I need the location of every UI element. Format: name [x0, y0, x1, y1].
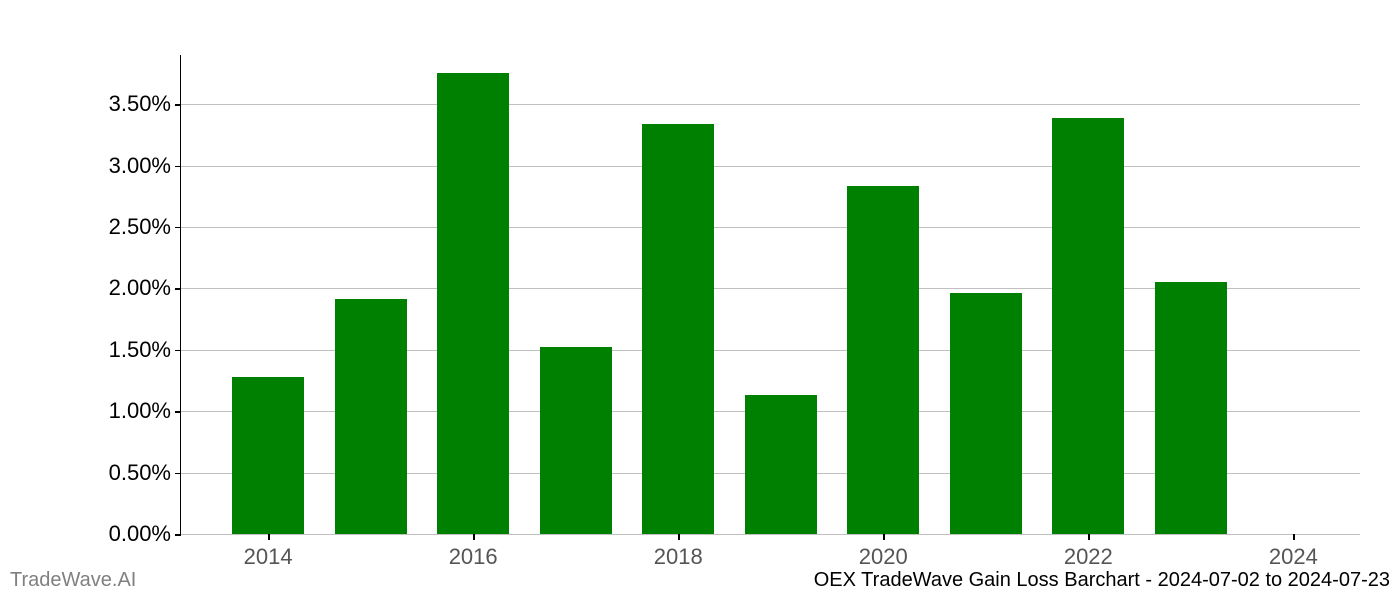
bar — [335, 299, 407, 534]
bar — [232, 377, 304, 534]
chart-container: 0.00%0.50%1.00%1.50%2.00%2.50%3.00%3.50%… — [180, 55, 1360, 535]
bar — [745, 395, 817, 534]
y-tick-label: 2.50% — [109, 214, 181, 240]
y-tick-label: 0.50% — [109, 460, 181, 486]
y-gridline — [181, 227, 1360, 228]
footer-title: OEX TradeWave Gain Loss Barchart - 2024-… — [814, 569, 1390, 592]
bar — [1052, 118, 1124, 534]
bar — [437, 73, 509, 534]
x-tick-label: 2022 — [1064, 534, 1113, 570]
y-gridline — [181, 534, 1360, 535]
bar — [1155, 282, 1227, 534]
y-tick-label: 3.00% — [109, 153, 181, 179]
bar — [540, 347, 612, 534]
y-gridline — [181, 166, 1360, 167]
y-tick-label: 1.00% — [109, 398, 181, 424]
footer-brand: TradeWave.AI — [10, 569, 136, 592]
y-tick-label: 3.50% — [109, 91, 181, 117]
y-tick-label: 1.50% — [109, 337, 181, 363]
bar — [950, 293, 1022, 534]
y-tick-label: 0.00% — [109, 521, 181, 547]
y-tick-label: 2.00% — [109, 275, 181, 301]
x-tick-label: 2020 — [859, 534, 908, 570]
plot-area: 0.00%0.50%1.00%1.50%2.00%2.50%3.00%3.50%… — [180, 55, 1360, 535]
bar — [847, 186, 919, 534]
x-tick-label: 2024 — [1269, 534, 1318, 570]
x-tick-label: 2018 — [654, 534, 703, 570]
x-tick-label: 2016 — [449, 534, 498, 570]
x-tick-label: 2014 — [244, 534, 293, 570]
bar — [642, 124, 714, 534]
y-gridline — [181, 104, 1360, 105]
